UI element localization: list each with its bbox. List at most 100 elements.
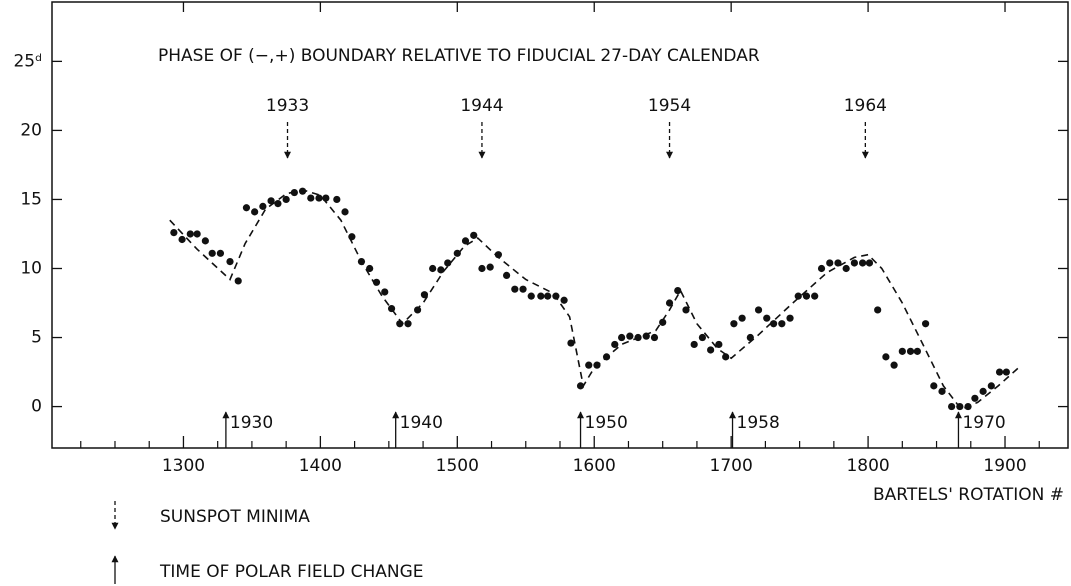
legend-label: TIME OF POLAR FIELD CHANGE <box>159 562 424 582</box>
data-point <box>802 292 811 300</box>
data-point <box>494 251 502 259</box>
sunspot-label: 1954 <box>648 96 691 116</box>
data-point <box>381 288 389 296</box>
polar-label: 1970 <box>962 413 1005 433</box>
data-point <box>567 339 575 347</box>
data-point <box>444 259 452 267</box>
data-point <box>234 277 242 285</box>
data-point <box>341 208 349 216</box>
y-tick-label: 25ᵈ <box>13 51 42 71</box>
data-point <box>478 264 486 273</box>
data-point <box>634 333 642 342</box>
data-point <box>201 237 209 245</box>
data-point <box>298 187 307 195</box>
data-point <box>770 320 778 328</box>
data-point <box>906 347 915 355</box>
data-point <box>987 382 995 390</box>
data-point <box>746 333 754 342</box>
y-tick-label: 5 <box>31 328 42 348</box>
data-point <box>874 306 882 314</box>
data-point <box>882 353 890 361</box>
data-point <box>193 230 201 238</box>
data-point <box>1002 368 1010 376</box>
data-point <box>842 264 850 273</box>
data-point <box>650 333 659 342</box>
data-point <box>170 228 178 237</box>
data-point <box>730 320 738 328</box>
data-point <box>226 257 234 266</box>
data-point <box>754 306 763 314</box>
data-point <box>290 188 298 197</box>
data-point <box>859 259 867 267</box>
data-point <box>938 387 946 395</box>
data-point <box>585 361 593 369</box>
data-point <box>921 320 930 328</box>
data-point <box>502 271 511 279</box>
data-point <box>971 394 979 402</box>
sunspot-label: 1964 <box>844 96 887 116</box>
data-point <box>461 237 470 245</box>
data-point <box>674 286 682 295</box>
data-point <box>429 264 437 273</box>
polar-label: 1950 <box>585 413 628 433</box>
chart-title: PHASE OF (−,+) BOUNDARY RELATIVE TO FIDU… <box>158 46 760 66</box>
data-point <box>178 235 186 244</box>
data-point <box>208 249 216 257</box>
data-point <box>333 195 341 204</box>
data-point <box>898 347 906 355</box>
polar-label: 1958 <box>737 413 780 433</box>
data-point <box>698 333 707 342</box>
data-point <box>486 263 494 271</box>
data-point <box>786 314 794 322</box>
data-point <box>560 296 568 304</box>
data-point <box>537 292 545 300</box>
x-tick-label: 1700 <box>710 456 753 476</box>
data-point <box>544 292 552 300</box>
fit-curve <box>169 188 1022 411</box>
data-point <box>404 320 412 328</box>
x-tick-label: 1900 <box>983 456 1026 476</box>
data-point <box>387 304 396 313</box>
x-axis-label: BARTELS' ROTATION # <box>873 485 1064 505</box>
data-point <box>186 230 194 238</box>
data-point <box>611 340 619 349</box>
data-point <box>618 333 626 342</box>
plot-frame <box>51 1 1069 449</box>
data-point <box>366 264 374 273</box>
legend-label: SUNSPOT MINIMA <box>160 507 310 527</box>
data-point <box>738 314 746 322</box>
y-tick-label: 0 <box>31 397 42 417</box>
data-point <box>274 199 282 208</box>
data-point <box>865 259 874 267</box>
data-point <box>659 318 667 326</box>
data-point <box>995 368 1004 376</box>
data-point <box>964 402 972 411</box>
data-point <box>913 347 921 355</box>
data-point <box>763 314 771 322</box>
data-point <box>453 249 461 257</box>
data-point <box>602 353 611 361</box>
data-point <box>817 264 826 273</box>
data-point <box>794 292 802 300</box>
data-point <box>811 292 819 300</box>
data-point <box>216 249 225 257</box>
data-point <box>251 208 259 216</box>
x-tick-label: 1600 <box>573 456 616 476</box>
y-tick-label: 20 <box>20 120 42 140</box>
data-point <box>413 306 422 314</box>
data-point <box>282 195 290 204</box>
x-tick-label: 1300 <box>162 456 205 476</box>
data-point <box>348 233 356 241</box>
data-point <box>690 340 698 349</box>
data-point <box>315 194 323 202</box>
data-point <box>519 285 527 293</box>
data-point <box>722 353 730 361</box>
polar-label: 1930 <box>230 413 273 433</box>
data-point <box>707 346 715 354</box>
data-point <box>948 402 956 411</box>
data-point <box>552 292 560 300</box>
data-point <box>267 197 275 205</box>
data-point <box>527 292 535 300</box>
data-point <box>956 402 964 411</box>
